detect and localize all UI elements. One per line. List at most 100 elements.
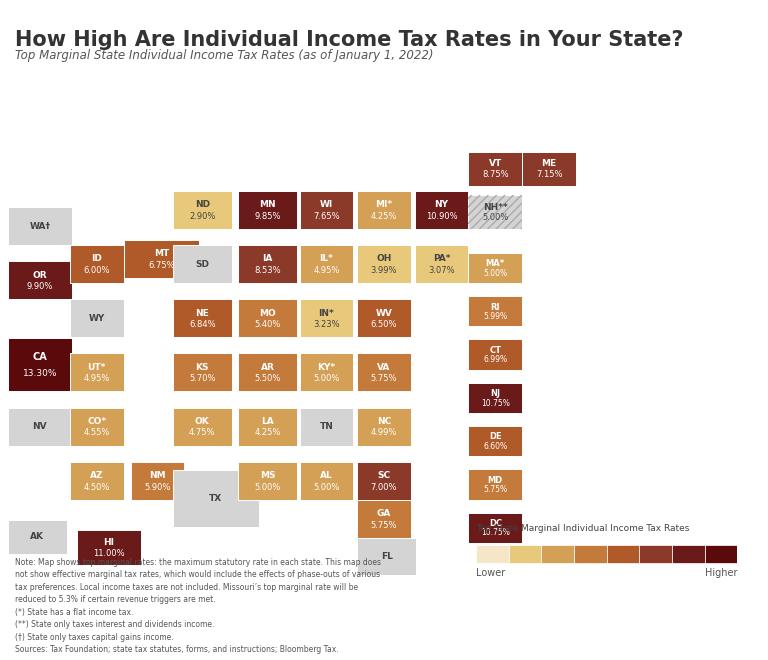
FancyBboxPatch shape [300,462,353,500]
Bar [705,544,737,563]
Bar [541,544,574,563]
FancyBboxPatch shape [70,300,124,337]
Bar [508,544,541,563]
Text: OH: OH [376,254,392,263]
Text: 2.90%: 2.90% [189,212,216,221]
Text: 4.95%: 4.95% [313,266,339,275]
Text: WV: WV [376,308,392,317]
Text: NM: NM [149,471,166,480]
FancyBboxPatch shape [415,246,468,283]
FancyBboxPatch shape [8,339,72,391]
Text: NE: NE [196,308,209,317]
Text: 5.50%: 5.50% [254,374,281,383]
Text: PA*: PA* [433,254,450,263]
Text: ID: ID [91,254,102,263]
Text: SD: SD [195,259,210,269]
Text: CT: CT [489,346,502,355]
Text: AZ: AZ [90,471,104,480]
FancyBboxPatch shape [415,191,468,229]
Text: MT: MT [154,249,169,258]
Text: RI: RI [491,302,500,312]
FancyBboxPatch shape [238,246,297,283]
FancyBboxPatch shape [522,152,576,185]
FancyBboxPatch shape [70,462,124,500]
FancyBboxPatch shape [8,408,72,446]
Bar [476,544,508,563]
Text: TAX FOUNDATION: TAX FOUNDATION [15,635,154,649]
Text: 4.75%: 4.75% [189,428,216,438]
Text: 5.75%: 5.75% [371,374,397,383]
FancyBboxPatch shape [468,253,522,283]
FancyBboxPatch shape [124,240,199,278]
FancyBboxPatch shape [357,500,411,537]
FancyBboxPatch shape [300,246,353,283]
Text: 5.75%: 5.75% [371,521,397,529]
FancyBboxPatch shape [468,426,522,456]
Text: GA: GA [377,509,391,517]
Text: 3.23%: 3.23% [313,320,339,329]
FancyBboxPatch shape [238,191,297,229]
Text: 10.75%: 10.75% [481,529,510,537]
Text: NJ: NJ [490,389,501,398]
Bar [574,544,607,563]
Text: CO*: CO* [88,416,106,426]
FancyBboxPatch shape [8,207,72,246]
Text: AR: AR [260,362,275,372]
Text: Higher: Higher [705,568,737,578]
Text: 5.90%: 5.90% [144,482,170,492]
FancyBboxPatch shape [468,513,522,543]
Text: 8.75%: 8.75% [482,170,508,179]
Text: ND: ND [195,200,210,209]
Text: OK: OK [195,416,210,426]
FancyBboxPatch shape [357,462,411,500]
FancyBboxPatch shape [300,191,353,229]
Text: 5.00%: 5.00% [254,482,281,492]
Text: NH**: NH** [483,203,508,212]
Text: 10.90%: 10.90% [425,212,458,221]
Text: KY*: KY* [317,362,336,372]
Text: OR: OR [32,271,48,280]
Text: TN: TN [319,422,333,431]
Text: SC: SC [377,471,391,480]
Text: 5.00%: 5.00% [313,482,339,492]
FancyBboxPatch shape [468,469,522,500]
Text: WY: WY [88,314,105,323]
Text: CA: CA [32,352,48,362]
Text: 6.50%: 6.50% [371,320,397,329]
FancyBboxPatch shape [468,152,522,185]
Text: 6.99%: 6.99% [483,355,508,364]
Text: DE: DE [489,432,502,442]
Text: AL: AL [320,471,333,480]
FancyBboxPatch shape [300,300,353,337]
Text: 5.00%: 5.00% [313,374,339,383]
Text: 5.40%: 5.40% [254,320,281,329]
FancyBboxPatch shape [173,300,232,337]
FancyBboxPatch shape [70,408,124,446]
Text: NY: NY [435,200,449,209]
FancyBboxPatch shape [238,354,297,391]
Text: 3.07%: 3.07% [429,266,455,275]
FancyBboxPatch shape [173,246,232,283]
FancyBboxPatch shape [77,531,141,564]
Text: WA†: WA† [29,222,51,231]
FancyBboxPatch shape [300,354,353,391]
Text: 7.65%: 7.65% [313,212,339,221]
FancyBboxPatch shape [357,191,411,229]
FancyBboxPatch shape [357,246,411,283]
Text: MS: MS [260,471,276,480]
FancyBboxPatch shape [468,296,522,327]
Text: 4.99%: 4.99% [371,428,397,438]
Text: WI: WI [319,200,333,209]
Text: 9.90%: 9.90% [27,282,53,291]
Text: FL: FL [381,552,392,561]
Text: DC: DC [488,519,502,528]
Text: MD: MD [488,476,503,484]
Text: HI: HI [104,539,114,547]
Text: LA: LA [261,416,274,426]
Text: 4.50%: 4.50% [84,482,110,492]
Text: Top Marginal State Individual Income Tax Rates (as of January 1, 2022): Top Marginal State Individual Income Tax… [15,50,434,63]
Text: Lower: Lower [476,568,505,578]
Bar [639,544,672,563]
Text: 4.25%: 4.25% [254,428,281,438]
Text: Note: Map shows top marginal rates: the maximum statutory rate in each state. Th: Note: Map shows top marginal rates: the … [15,558,382,654]
